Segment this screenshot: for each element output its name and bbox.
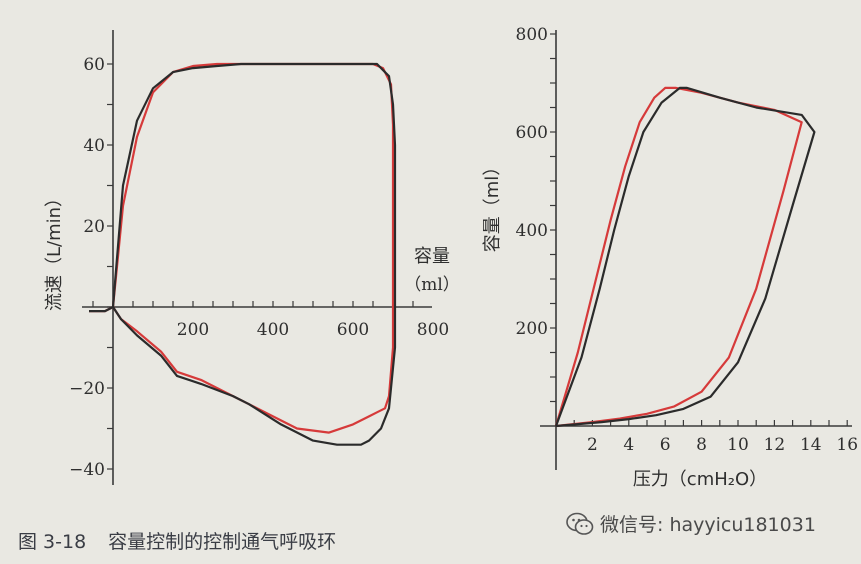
x-tick-label: 16 <box>836 435 858 455</box>
series-line-red <box>89 62 395 434</box>
pressure-volume-chart: 2 4 6 8 10 12 14 16 200 400 600 800 容量（ml） 压力（cmH₂O） <box>482 25 858 490</box>
x-tick-label: 800 <box>417 320 449 340</box>
y-axis-label: 容量（ml） <box>482 158 503 253</box>
figure-title: 容量控制的控制通气呼吸环 <box>108 531 337 553</box>
watermark-text: 微信号: hayyicu181031 <box>600 514 816 536</box>
x-tick-label: 14 <box>800 435 822 455</box>
series-line-black <box>554 86 816 428</box>
x-tick-label: 8 <box>696 435 707 455</box>
y-tick-label: −20 <box>69 379 105 399</box>
y-tick-label: 600 <box>516 123 548 143</box>
x-tick-label: 4 <box>623 435 634 455</box>
series-line-red <box>554 86 803 428</box>
y-tick-label: 40 <box>83 136 105 156</box>
x-tick-label: 6 <box>660 435 671 455</box>
x-tick-label: 200 <box>177 320 209 340</box>
x-tick-label: 400 <box>257 320 289 340</box>
watermark: 微信号: hayyicu181031 <box>566 510 816 537</box>
figure-caption: 图 3-18 容量控制的控制通气呼吸环 <box>18 527 336 554</box>
x-tick-label: 600 <box>337 320 369 340</box>
y-tick-label: 800 <box>516 25 548 45</box>
y-tick-label: 20 <box>83 217 105 237</box>
y-tick-label: 60 <box>83 55 105 75</box>
series-line-black <box>89 62 397 446</box>
x-axis-unit: （ml） <box>404 275 460 295</box>
x-tick-label: 12 <box>764 435 786 455</box>
x-tick-label: 10 <box>727 435 749 455</box>
flow-volume-chart: 200 400 600 800 −40 −20 20 40 60 流速（L/min） 容量 （ml） <box>44 30 460 485</box>
wechat-icon <box>566 512 594 536</box>
y-axis-label: 流速（L/min） <box>44 189 65 311</box>
y-tick-label: −40 <box>69 460 105 480</box>
x-axis-label: 压力（cmH₂O） <box>633 469 767 490</box>
figure-number: 图 3-18 <box>18 531 87 553</box>
x-axis-label: 容量 <box>414 246 450 267</box>
x-tick-label: 2 <box>587 435 598 455</box>
y-tick-label: 200 <box>516 319 548 339</box>
y-tick-label: 400 <box>516 221 548 241</box>
